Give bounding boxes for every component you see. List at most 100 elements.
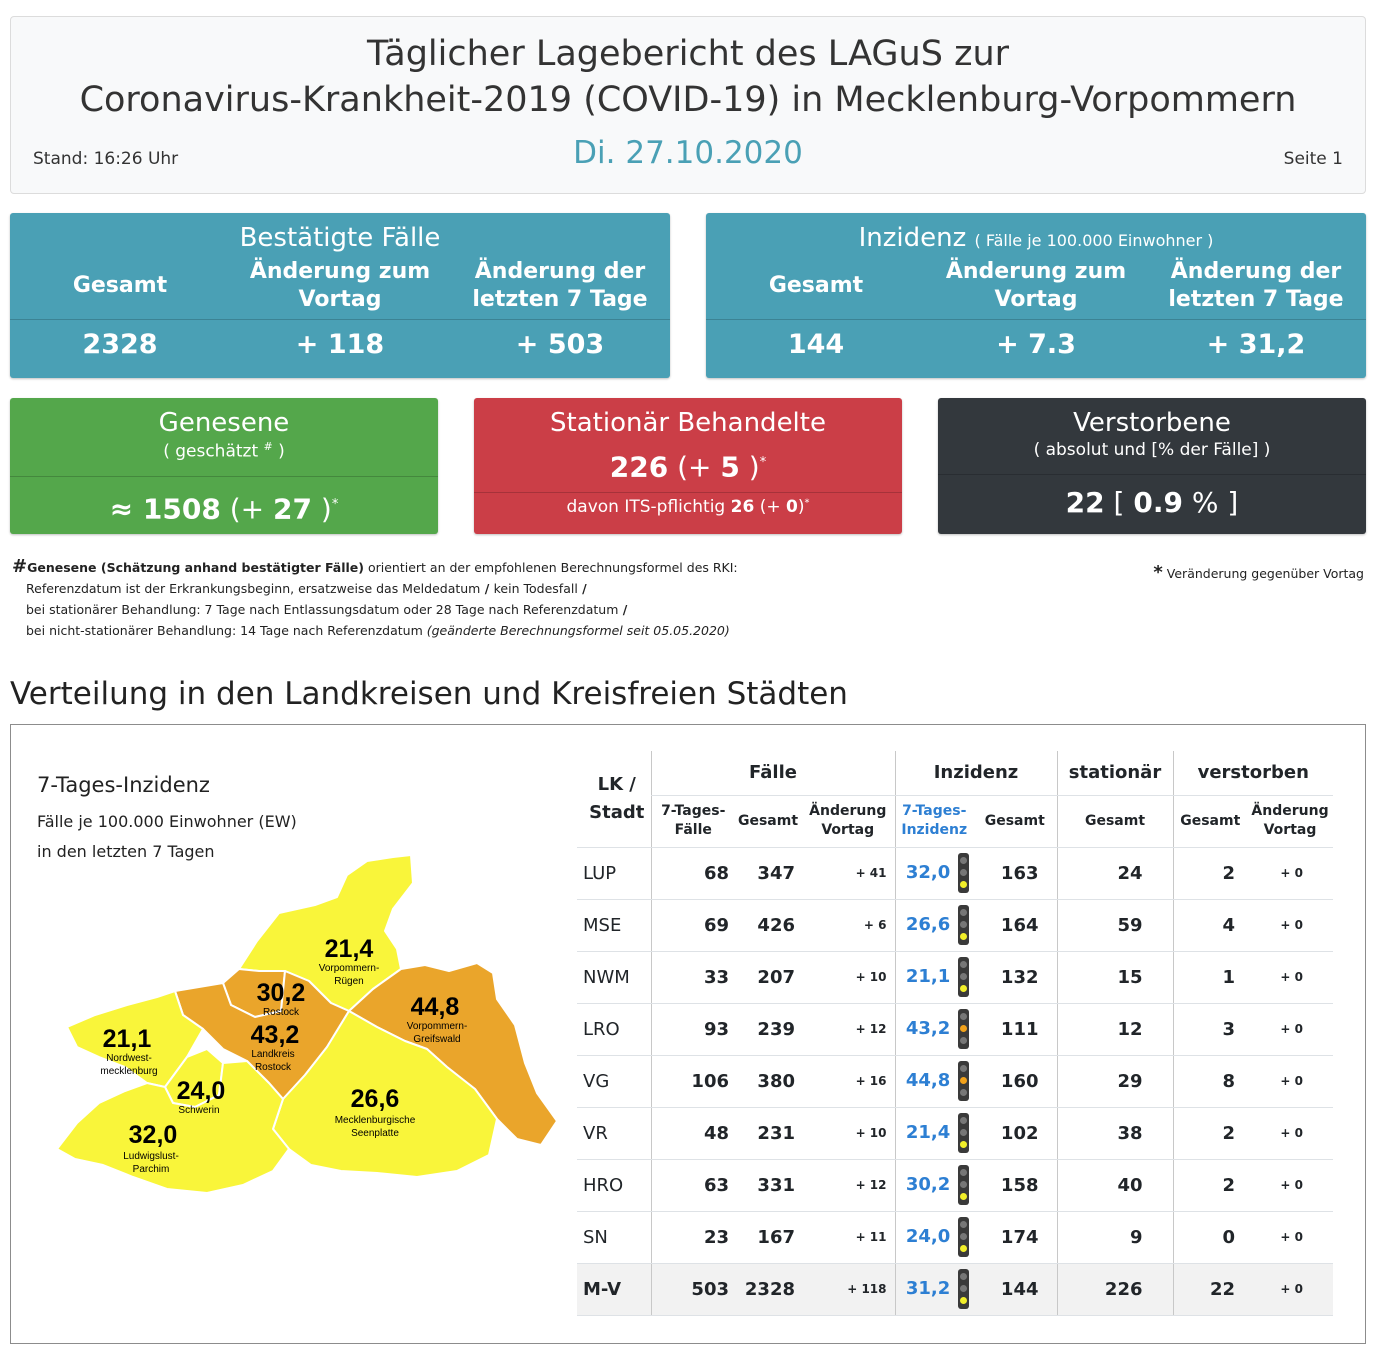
col-group-stationaer: stationär [1056,751,1173,796]
cell-inzidenz-gesamt: 160 [973,1055,1057,1108]
cell-faelle-aenderung: + 6 [801,899,895,952]
page-number: Seite 1 [1283,149,1343,169]
star-footnote: * Veränderung gegenüber Vortag [1153,562,1364,583]
cell-verstorben-aenderung: + 0 [1247,1263,1333,1316]
cell-stationaer: 12 [1056,1003,1173,1056]
cell-faelle-gesamt: 426 [735,899,801,952]
col-header-total: Gesamt [768,273,864,298]
cell-lk: LRO [577,1003,651,1056]
distribution-panel: 7-Tages-Inzidenz Fälle je 100.000 Einwoh… [10,724,1366,1344]
cell-lk: SN [577,1211,651,1264]
cell-verstorben: 22 [1172,1263,1247,1316]
cell-inzidenz-gesamt: 132 [973,951,1057,1004]
traffic-light-icon [958,853,969,893]
col-lk: LK / Stadt [577,751,651,848]
cell-inzidenz-gesamt: 144 [973,1263,1057,1316]
table-row: MSE 69 426 + 6 26,6 164 59 4 + 0 [577,899,1333,952]
cell-faelle-gesamt: 331 [735,1159,801,1212]
cell-verstorben-aenderung: + 0 [1247,1211,1333,1264]
incidence-map: 21,4 Vorpommern- Rügen 30,2 Rostock 44,8… [56,854,557,1193]
map-value-lro: 43,2 [251,1021,300,1049]
cell-verstorben-aenderung: + 0 [1247,899,1333,952]
col-group-verstorben: verstorben [1172,751,1333,796]
recovered-card: Genesene ( geschätzt # ) ≈ 1508 (+ 27 )* [10,398,438,534]
incidence-title: Inzidenz [858,223,967,253]
cell-inzidenz-gesamt: 164 [973,899,1057,952]
cell-7tage-faelle: 106 [650,1055,735,1108]
col-header-change-day: Änderung zum Vortag [945,259,1127,312]
confirmed-change-7d: + 503 [515,329,605,360]
card-title: Bestätigte Fälle [239,223,441,253]
incidence-change-7d: + 31,2 [1206,329,1306,360]
incidence-subtitle: ( Fälle je 100.000 Einwohner ) [974,231,1214,250]
cell-lk: MSE [577,899,651,952]
cell-7tage-faelle: 69 [650,899,735,952]
report-date: Di. 27.10.2020 [573,135,803,171]
col-7tage-inzidenz: 7-Tages- Inzidenz [894,795,973,848]
table-row: SN 23 167 + 11 24,0 174 9 0 + 0 [577,1211,1333,1264]
cell-inzidenz-gesamt: 158 [973,1159,1057,1212]
cell-faelle-aenderung: + 10 [801,951,895,1004]
deaths-card: Verstorbene ( absolut und [% der Fälle] … [938,398,1366,534]
report-title-line2: Coronavirus-Krankheit-2019 (COVID-19) in… [79,80,1297,120]
map-name-vg-2: Greifswald [413,1034,460,1045]
traffic-light-icon [958,1269,969,1309]
col-stationaer-gesamt: Gesamt [1056,795,1173,848]
cell-7tage-faelle: 68 [650,847,735,900]
map-name-mse-2: Seenplatte [351,1128,399,1139]
cell-inzidenz-gesamt: 174 [973,1211,1057,1264]
map-name-vg: Vorpommern- [407,1021,468,1032]
cell-lk: HRO [577,1159,651,1212]
cell-verstorben: 2 [1172,847,1247,900]
cell-7tage-inzidenz: 43,2 [894,1003,973,1056]
cell-verstorben: 8 [1172,1055,1247,1108]
incidence-card: Inzidenz ( Fälle je 100.000 Einwohner ) … [706,213,1366,378]
cell-inzidenz-gesamt: 163 [973,847,1057,900]
cell-faelle-aenderung: + 118 [801,1263,895,1316]
map-value-vg: 44,8 [411,993,460,1021]
cell-faelle-aenderung: + 10 [801,1107,895,1160]
cell-faelle-gesamt: 239 [735,1003,801,1056]
card-subtitle: ( geschätzt # ) [163,440,285,462]
report-time: Stand: 16:26 Uhr [33,149,179,169]
col-faelle-gesamt: Gesamt [735,795,801,848]
cell-7tage-inzidenz: 32,0 [894,847,973,900]
cell-7tage-inzidenz: 44,8 [894,1055,973,1108]
cell-7tage-faelle: 93 [650,1003,735,1056]
traffic-light-icon [958,1061,969,1101]
cell-stationaer: 59 [1056,899,1173,952]
map-value-lup: 32,0 [129,1121,178,1149]
cell-stationaer: 15 [1056,951,1173,1004]
cell-verstorben-aenderung: + 0 [1247,1107,1333,1160]
section-title: Verteilung in den Landkreisen und Kreisf… [10,676,848,712]
district-table: LK / Stadt Fälle Inzidenz stationär verst… [577,751,1333,1316]
card-title: Genesene [158,408,290,438]
confirmed-change-day: + 118 [295,329,385,360]
col-header-total: Gesamt [72,273,168,298]
cell-verstorben-aenderung: + 0 [1247,1003,1333,1056]
cell-verstorben: 0 [1172,1211,1247,1264]
col-header-change-7d: Änderung der letzten 7 Tage [472,259,648,312]
cell-7tage-inzidenz: 31,2 [894,1263,973,1316]
card-title: Inzidenz ( Fälle je 100.000 Einwohner ) [706,223,1366,253]
col-inzidenz-gesamt: Gesamt [973,795,1057,848]
map-value-hro: 30,2 [257,979,306,1007]
incidence-change-day: + 7.3 [996,329,1076,360]
card-title: Verstorbene [1073,408,1231,438]
map-name-vr: Vorpommern- [319,963,380,974]
cell-stationaer: 226 [1056,1263,1173,1316]
cell-faelle-gesamt: 347 [735,847,801,900]
col-7tage-faelle: 7-Tages- Fälle [650,795,735,848]
cell-faelle-aenderung: + 12 [801,1003,895,1056]
map-name-nwm: Nordwest- [106,1053,152,1064]
cell-stationaer: 29 [1056,1055,1173,1108]
cell-faelle-aenderung: + 41 [801,847,895,900]
traffic-light-icon [958,1113,969,1153]
cell-7tage-faelle: 23 [650,1211,735,1264]
cell-faelle-gesamt: 2328 [735,1263,801,1316]
map-name-nwm-2: mecklenburg [100,1066,157,1077]
cell-faelle-gesamt: 207 [735,951,801,1004]
cell-verstorben: 3 [1172,1003,1247,1056]
traffic-light-icon [958,957,969,997]
cell-lk: M-V [577,1263,651,1316]
